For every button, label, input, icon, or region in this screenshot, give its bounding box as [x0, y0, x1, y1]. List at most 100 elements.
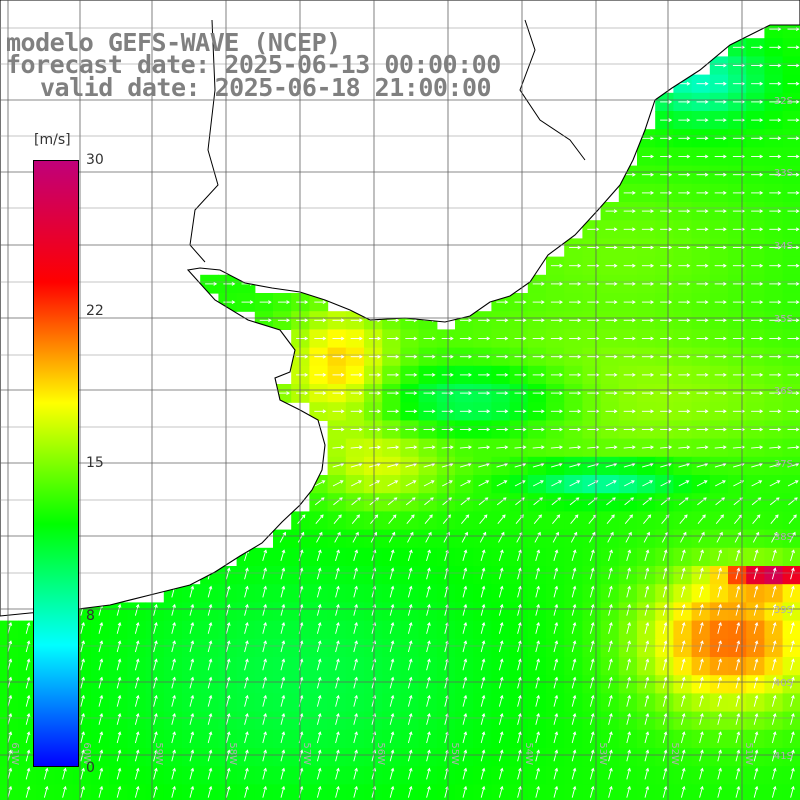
wind-arrow — [662, 659, 667, 671]
wind-arrowhead — [632, 336, 636, 341]
wind-arrowhead — [704, 300, 709, 304]
wind-arrowhead — [627, 658, 631, 663]
wind-arrowhead — [427, 585, 431, 590]
wind-arrowhead — [226, 785, 231, 790]
wind-arrowhead — [354, 713, 358, 717]
wind-arrowhead — [645, 713, 650, 717]
wind-arrowhead — [609, 694, 613, 699]
wind-arrow — [171, 786, 176, 798]
wind-arrow — [699, 731, 703, 744]
wind-arrowhead — [759, 172, 764, 177]
wind-arrowhead — [736, 694, 741, 699]
wind-arrowhead — [758, 462, 763, 467]
wind-cell — [709, 493, 729, 512]
wind-arrowhead — [627, 640, 631, 645]
wind-arrow — [787, 480, 799, 487]
wind-arrow — [98, 659, 103, 671]
wind-arrow — [517, 713, 521, 725]
wind-arrowhead — [322, 409, 327, 414]
wind-arrowhead — [336, 567, 340, 572]
wind-arrow — [389, 768, 394, 780]
wind-arrowhead — [317, 585, 322, 590]
wind-arrowhead — [263, 603, 267, 608]
wind-arrowhead — [481, 785, 486, 790]
wind-arrow — [388, 532, 395, 543]
wind-arrowhead — [649, 462, 654, 467]
wind-arrow — [25, 695, 30, 707]
wind-arrowhead — [431, 427, 436, 432]
wind-arrowhead — [609, 767, 613, 772]
wind-arrowhead — [627, 585, 631, 590]
wind-arrowhead — [723, 209, 727, 213]
wind-arrow — [335, 695, 339, 707]
wind-arrow — [571, 695, 576, 707]
wind-arrowhead — [117, 658, 122, 663]
wind-arrow — [189, 622, 194, 634]
wind-arrow — [171, 731, 176, 744]
wind-arrow — [608, 568, 612, 580]
wind-arrowhead — [541, 391, 545, 395]
wind-arrowhead — [700, 713, 704, 717]
wind-arrowhead — [777, 118, 782, 122]
wind-arrow — [660, 480, 671, 487]
wind-arrowhead — [759, 45, 764, 50]
wind-arrow — [571, 713, 576, 725]
wind-arrow — [262, 659, 267, 671]
wind-arrowhead — [486, 354, 491, 359]
wind-arrowhead — [681, 676, 686, 681]
wind-arrowhead — [754, 549, 759, 554]
wind-arrowhead — [468, 445, 472, 450]
wind-arrow — [389, 659, 394, 671]
wind-arrow — [517, 768, 521, 780]
wind-arrowhead — [304, 354, 309, 359]
wind-arrow — [335, 786, 339, 798]
lat-label: 33S — [774, 168, 793, 179]
wind-arrowhead — [590, 603, 595, 608]
wind-arrowhead — [486, 373, 491, 377]
wind-arrow — [462, 731, 467, 744]
wind-arrowhead — [777, 245, 782, 250]
wind-arrow — [405, 480, 416, 487]
wind-arrowhead — [427, 676, 431, 681]
wind-arrow — [153, 695, 157, 707]
wind-arrow — [662, 586, 667, 598]
wind-arrow — [316, 532, 323, 543]
wind-arrowhead — [522, 462, 527, 467]
wind-arrow — [335, 713, 339, 725]
wind-arrowhead — [394, 462, 399, 467]
wind-arrowhead — [427, 785, 431, 790]
wind-arrowhead — [154, 622, 158, 626]
wind-arrowhead — [700, 622, 704, 626]
wind-arrowhead — [668, 354, 673, 359]
wind-arrowhead — [340, 373, 345, 377]
wind-arrowhead — [154, 785, 158, 790]
wind-arrow — [225, 768, 230, 780]
wind-arrow — [371, 568, 376, 580]
wind-arrowhead — [795, 172, 800, 177]
wind-arrow — [626, 604, 631, 616]
wind-arrow — [279, 532, 286, 543]
wind-arrowhead — [281, 640, 286, 645]
wind-arrow — [717, 731, 722, 744]
wind-arrowhead — [481, 749, 486, 754]
wind-arrowhead — [190, 749, 195, 754]
wind-arrowhead — [681, 767, 686, 772]
wind-arrow — [662, 695, 667, 707]
wind-arrowhead — [759, 445, 764, 450]
wind-arrowhead — [499, 785, 504, 790]
wind-arrowhead — [627, 785, 631, 790]
wind-arrow — [680, 532, 687, 543]
wind-arrowhead — [376, 480, 381, 484]
wind-arrowhead — [795, 100, 800, 104]
wind-arrowhead — [374, 514, 379, 519]
wind-arrowhead — [681, 749, 686, 754]
wind-arrowhead — [681, 585, 686, 590]
wind-arrowhead — [685, 480, 690, 484]
wind-arrowhead — [317, 567, 322, 572]
wind-arrow — [25, 659, 30, 671]
wind-arrowhead — [8, 767, 13, 772]
wind-arrow — [444, 622, 449, 634]
wind-arrow — [462, 604, 467, 616]
wind-arrowhead — [754, 713, 759, 717]
wind-arrowhead — [686, 245, 691, 250]
